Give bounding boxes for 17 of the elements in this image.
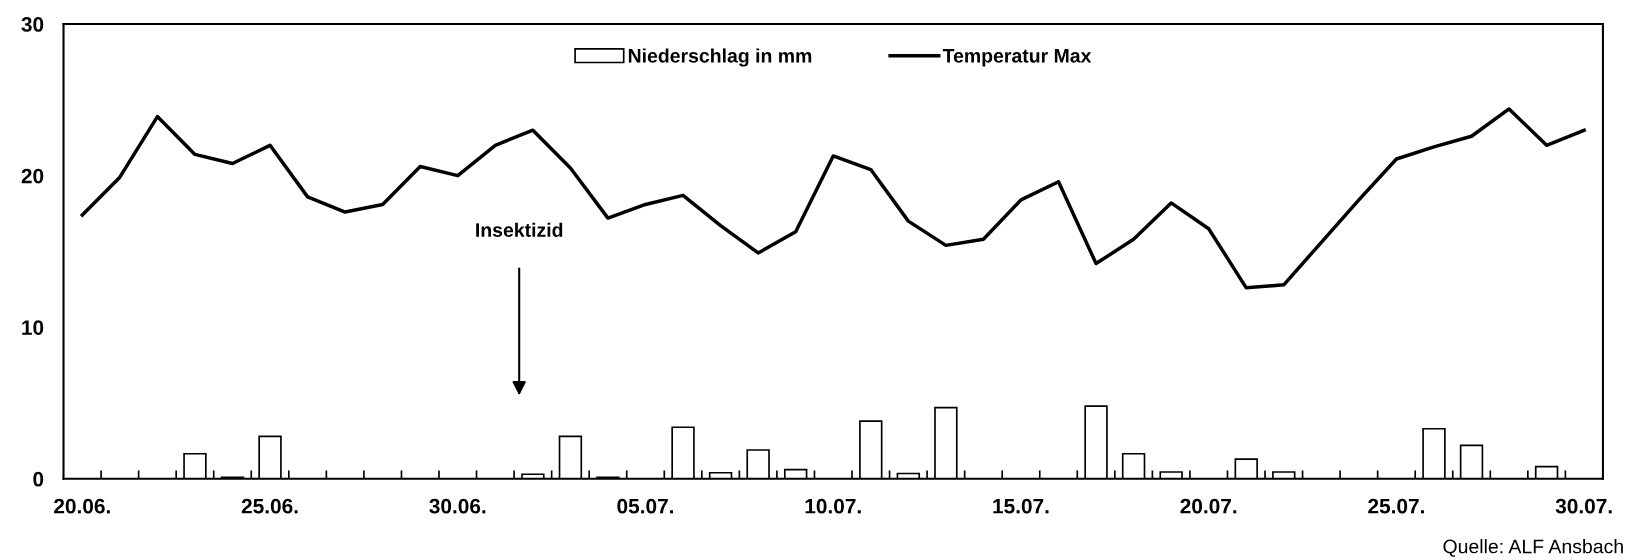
y-tick-label: 30 [21, 17, 44, 32]
x-tick-label: 20.06. [54, 498, 110, 514]
legend-label: Temperatur Max [942, 49, 1092, 67]
source-note: Quelle: ALF Ansbach [1443, 539, 1623, 557]
y-tick-label: 0 [33, 471, 44, 487]
annotation: Insektizid [476, 222, 563, 237]
y-tick-label: 20 [21, 168, 44, 184]
x-tick-label: 15.07. [993, 498, 1049, 514]
x-tick-label: 30.06. [429, 498, 486, 514]
legend-label: Niederschlag in mm [628, 48, 812, 67]
x-tick-label: 05.07. [617, 498, 674, 514]
x-tick-label: 10.07. [805, 498, 861, 514]
y-tick-label: 10 [22, 320, 44, 335]
x-tick-label: 25.06. [241, 498, 298, 514]
x-tick-label: 30.07. [1555, 498, 1612, 514]
x-tick-label: 20.07. [1180, 498, 1237, 514]
x-tick-label: 25.07. [1368, 498, 1424, 514]
